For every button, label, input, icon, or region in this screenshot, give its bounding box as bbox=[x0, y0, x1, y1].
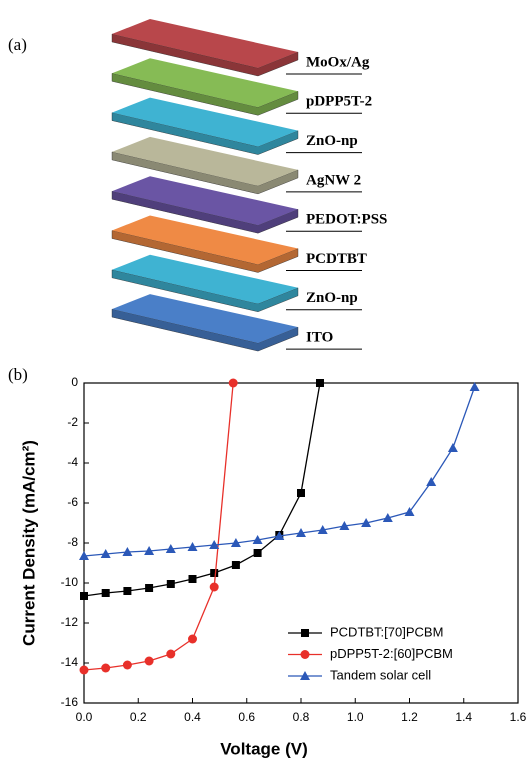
x-tick-label: 0.6 bbox=[238, 710, 255, 724]
marker bbox=[210, 569, 218, 577]
y-axis-title: Current Density (mA/cm²) bbox=[19, 440, 38, 646]
layer-label: PCDTBT bbox=[306, 251, 367, 267]
layer-label: ZnO-np bbox=[306, 133, 358, 149]
x-tick-label: 0.4 bbox=[184, 710, 201, 724]
marker bbox=[166, 650, 175, 659]
y-tick-label: -6 bbox=[67, 495, 78, 509]
marker bbox=[123, 661, 132, 670]
legend-label: Tandem solar cell bbox=[330, 667, 431, 682]
series-line bbox=[84, 383, 320, 596]
x-tick-label: 0.2 bbox=[130, 710, 147, 724]
x-axis-title: Voltage (V) bbox=[220, 739, 308, 758]
y-tick-label: -16 bbox=[61, 695, 79, 709]
y-tick-label: -8 bbox=[67, 535, 78, 549]
y-tick-label: 0 bbox=[71, 375, 78, 389]
marker bbox=[316, 379, 324, 387]
marker bbox=[297, 489, 305, 497]
series-line bbox=[84, 387, 475, 556]
marker bbox=[80, 592, 88, 600]
y-tick-label: -10 bbox=[61, 575, 79, 589]
marker bbox=[448, 443, 458, 452]
marker bbox=[102, 589, 110, 597]
marker bbox=[80, 666, 89, 675]
panel-label: (a) bbox=[8, 35, 27, 54]
marker bbox=[167, 580, 175, 588]
layer-label: AgNW 2 bbox=[306, 172, 361, 188]
layer-label: MoOx/Ag bbox=[306, 54, 370, 70]
x-tick-label: 1.4 bbox=[455, 710, 472, 724]
marker bbox=[189, 575, 197, 583]
figure: (a) (b) Voltage (V) Current Density (mA/… bbox=[0, 0, 531, 764]
layer-label: ITO bbox=[306, 330, 333, 346]
panel-label: (b) bbox=[8, 365, 28, 384]
y-tick-label: -4 bbox=[67, 455, 78, 469]
marker bbox=[123, 587, 131, 595]
legend-label: PCDTBT:[70]PCBM bbox=[330, 624, 443, 639]
marker bbox=[145, 657, 154, 666]
x-tick-label: 1.6 bbox=[510, 710, 527, 724]
marker bbox=[405, 507, 415, 516]
y-tick-label: -2 bbox=[67, 415, 78, 429]
marker bbox=[301, 629, 309, 637]
page: (a) (b) Voltage (V) Current Density (mA/… bbox=[0, 0, 531, 764]
y-tick-label: -14 bbox=[61, 655, 79, 669]
legend-label: pDPP5T-2:[60]PCBM bbox=[330, 646, 453, 661]
marker bbox=[301, 650, 310, 659]
marker bbox=[210, 583, 219, 592]
layer-label: pDPP5T-2 bbox=[306, 94, 372, 110]
series-line bbox=[84, 383, 233, 670]
marker bbox=[254, 549, 262, 557]
x-tick-label: 0.0 bbox=[76, 710, 93, 724]
marker bbox=[232, 561, 240, 569]
marker bbox=[101, 664, 110, 673]
marker bbox=[145, 584, 153, 592]
marker bbox=[229, 379, 238, 388]
y-tick-label: -12 bbox=[61, 615, 79, 629]
layer-label: ZnO-np bbox=[306, 290, 358, 306]
marker bbox=[188, 635, 197, 644]
x-tick-label: 0.8 bbox=[293, 710, 310, 724]
x-tick-label: 1.0 bbox=[347, 710, 364, 724]
x-tick-label: 1.2 bbox=[401, 710, 418, 724]
layer-label: PEDOT:PSS bbox=[306, 212, 387, 228]
marker bbox=[426, 477, 436, 486]
